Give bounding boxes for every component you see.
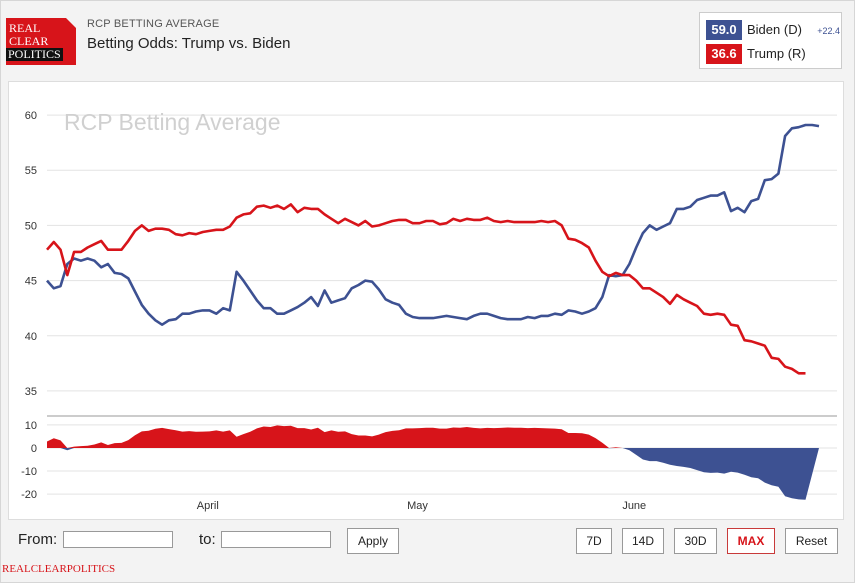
spread-area-trump	[47, 425, 819, 448]
rcp-logo[interactable]: REAL CLEAR POLITICS	[6, 18, 76, 65]
logo-line-1: REAL	[9, 21, 41, 35]
y-tick-label: 40	[25, 331, 37, 343]
spread-y-tick-label: -10	[21, 466, 37, 478]
legend-trump-name: Trump (R)	[747, 46, 806, 61]
from-date-input[interactable]	[63, 531, 173, 548]
y-tick-label: 50	[25, 220, 37, 232]
logo-fold-corner	[66, 18, 76, 28]
x-tick-label: May	[407, 500, 428, 512]
legend-row-trump: 36.6 Trump (R)	[706, 44, 836, 64]
legend: 59.0 Biden (D) +22.4 36.6 Trump (R)	[699, 12, 842, 69]
range-7d-button[interactable]: 7D	[576, 528, 612, 554]
reset-button[interactable]: Reset	[785, 528, 838, 554]
logo-line-2: CLEAR	[9, 34, 49, 48]
chart-title: Betting Odds: Trump vs. Biden	[87, 35, 291, 52]
header: REAL CLEAR POLITICS RCP BETTING AVERAGE …	[1, 1, 854, 81]
y-tick-label: 55	[25, 165, 37, 177]
spread-y-tick-label: 0	[31, 443, 37, 455]
betting-chart[interactable]: 35 40 45 50 55 60 10 0 -10 -20 RCP Betting Average…	[1, 1, 854, 521]
from-label: From:	[18, 531, 58, 548]
footer-brand: REALCLEARPOLITICS	[2, 563, 116, 575]
range-30d-button[interactable]: 30D	[674, 528, 717, 554]
chart-kicker: RCP BETTING AVERAGE	[87, 18, 220, 30]
apply-button[interactable]: Apply	[347, 528, 399, 554]
legend-row-biden: 59.0 Biden (D) +22.4	[706, 20, 840, 40]
logo-line-3: POLITICS	[6, 47, 63, 61]
legend-biden-name: Biden (D)	[747, 22, 802, 37]
to-date-input[interactable]	[221, 531, 331, 548]
x-tick-label: June	[622, 500, 646, 512]
range-controls: From: to: Apply 7D 14D 30D MAX Reset	[1, 523, 854, 561]
y-tick-label: 35	[25, 386, 37, 398]
range-14d-button[interactable]: 14D	[622, 528, 664, 554]
legend-trump-value: 36.6	[706, 44, 742, 64]
legend-spread: +22.4	[817, 26, 840, 36]
range-max-button[interactable]: MAX	[727, 528, 775, 554]
spread-y-tick-label: -20	[21, 489, 37, 501]
to-label: to:	[199, 531, 216, 548]
y-tick-label: 60	[25, 110, 37, 122]
x-tick-label: April	[197, 500, 219, 512]
series-line-biden	[46, 123, 820, 327]
spread-area-biden	[47, 447, 819, 500]
y-tick-label: 45	[25, 276, 37, 288]
series-line-trump	[46, 203, 806, 375]
spread-y-tick-label: 10	[25, 420, 37, 432]
legend-biden-value: 59.0	[706, 20, 742, 40]
chart-watermark: RCP Betting Average	[64, 109, 281, 135]
